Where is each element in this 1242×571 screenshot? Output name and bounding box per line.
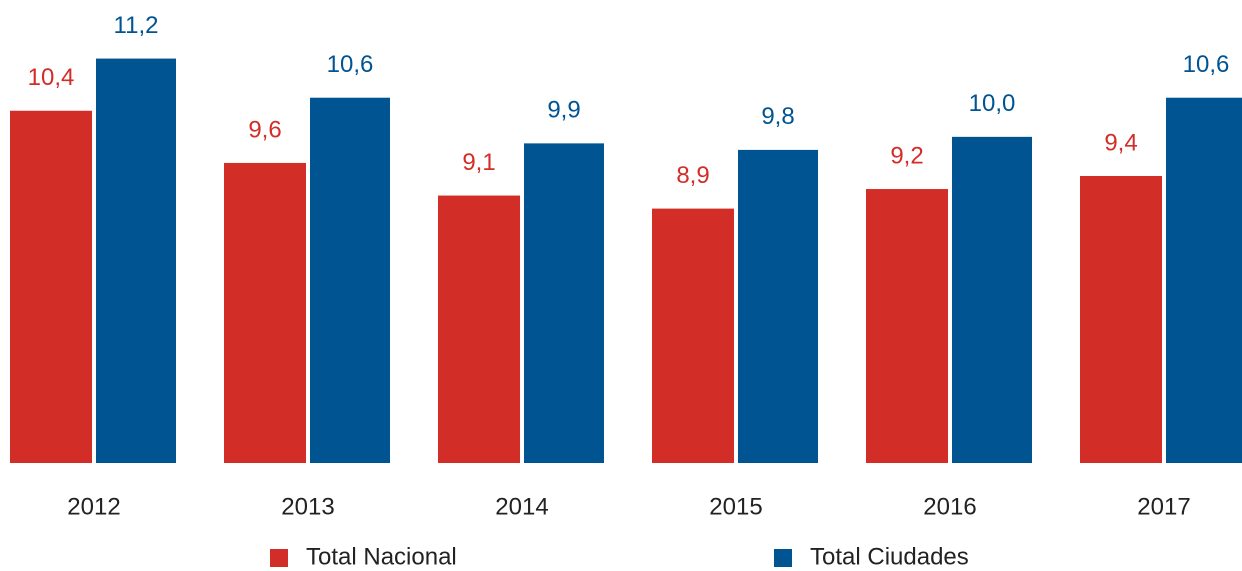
value-label: 10,6 xyxy=(1183,51,1230,78)
bar xyxy=(738,149,818,463)
bar xyxy=(224,162,306,463)
bar xyxy=(310,97,390,463)
value-label: 9,4 xyxy=(1104,129,1137,156)
x-tick-label: 2015 xyxy=(709,493,762,520)
value-label: 9,1 xyxy=(462,149,495,176)
bar xyxy=(524,143,604,463)
legend-label: Total Nacional xyxy=(306,543,457,570)
x-tick-label: 2012 xyxy=(67,493,120,520)
x-tick-label: 2014 xyxy=(495,493,548,520)
value-label: 9,2 xyxy=(890,142,923,169)
value-label: 8,9 xyxy=(676,162,709,189)
legend-label: Total Ciudades xyxy=(810,543,969,570)
x-tick-label: 2017 xyxy=(1137,493,1190,520)
value-label: 11,2 xyxy=(114,12,159,39)
bar xyxy=(438,195,520,464)
value-label: 10,6 xyxy=(327,51,374,78)
bar xyxy=(96,58,176,464)
bar xyxy=(866,189,948,463)
x-tick-label: 2013 xyxy=(281,493,334,520)
bar xyxy=(652,208,734,463)
value-label: 9,8 xyxy=(761,103,794,130)
value-label: 10,4 xyxy=(28,64,75,91)
bar xyxy=(10,110,92,463)
value-label: 10,0 xyxy=(969,90,1016,117)
bar xyxy=(1080,175,1162,463)
value-label: 9,9 xyxy=(547,97,580,124)
legend-swatch xyxy=(270,549,288,567)
value-label: 9,6 xyxy=(248,116,281,143)
x-tick-label: 2016 xyxy=(923,493,976,520)
legend-swatch xyxy=(774,549,792,567)
bar xyxy=(1166,97,1242,463)
bar xyxy=(952,136,1032,463)
